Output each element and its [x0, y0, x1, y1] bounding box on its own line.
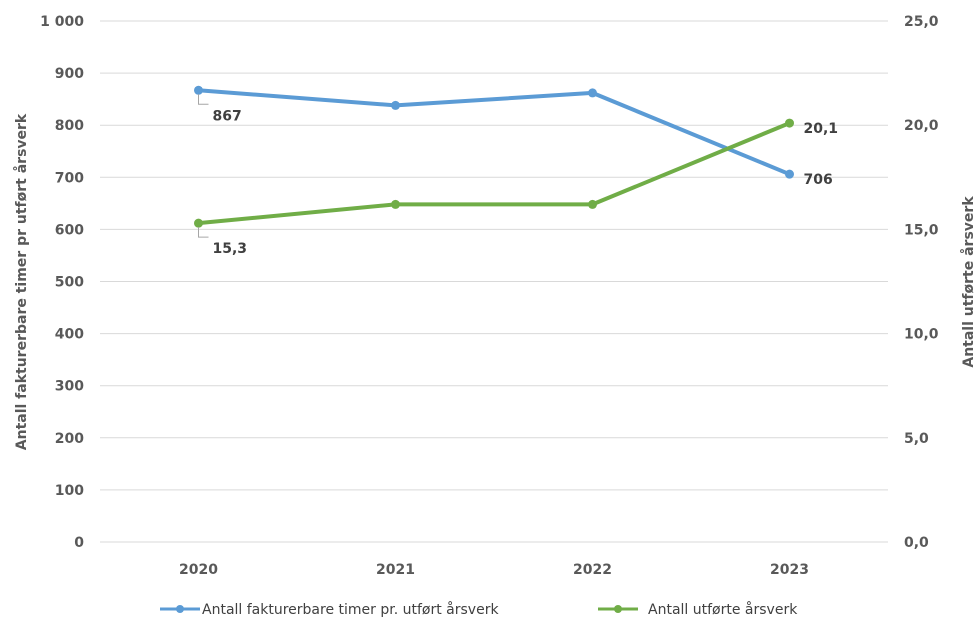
legend-marker-arsverk — [614, 605, 622, 613]
left-axis-title: Antall fakturerbare timer pr utført årsv… — [13, 113, 30, 450]
gridlines — [100, 20, 888, 543]
series-1-point — [391, 199, 400, 209]
data-label-leader — [198, 94, 209, 105]
series-1-point — [785, 118, 794, 128]
left-tick-label: 600 — [55, 222, 84, 238]
right-axis-ticks: 0,0 5,0 10,0 15,0 20,0 25,0 — [904, 14, 939, 551]
x-tick-label: 2021 — [376, 562, 415, 578]
series-0-point — [194, 85, 203, 95]
legend-label-arsverk: Antall utførte årsverk — [648, 601, 798, 618]
data-label: 15,3 — [213, 241, 248, 257]
series-1-point — [194, 218, 203, 228]
series-0-point — [588, 88, 597, 98]
right-tick-label: 10,0 — [904, 327, 939, 343]
x-tick-label: 2022 — [573, 562, 612, 578]
left-tick-label: 400 — [55, 327, 84, 343]
left-tick-label: 0 — [74, 535, 84, 551]
left-tick-label: 700 — [55, 170, 84, 186]
left-tick-label: 1 000 — [40, 14, 84, 30]
series-1-point — [588, 199, 597, 209]
data-labels: 867 706 15,3 20,1 — [198, 94, 839, 257]
series-line-0 — [198, 88, 791, 177]
legend: Antall fakturerbare timer pr. utført års… — [160, 601, 798, 618]
right-tick-label: 15,0 — [904, 222, 939, 238]
series-layer — [194, 85, 794, 228]
x-tick-label: 2023 — [770, 562, 809, 578]
legend-marker-timer — [176, 605, 184, 613]
right-tick-label: 20,0 — [904, 118, 939, 134]
right-tick-label: 25,0 — [904, 14, 939, 30]
left-tick-label: 300 — [55, 379, 84, 395]
data-label: 706 — [804, 172, 833, 188]
series-0-point — [785, 169, 794, 179]
legend-label-timer: Antall fakturerbare timer pr. utført års… — [202, 601, 499, 618]
left-tick-label: 900 — [55, 66, 84, 82]
left-tick-label: 200 — [55, 431, 84, 447]
left-tick-label: 100 — [55, 483, 84, 499]
right-tick-label: 0,0 — [904, 535, 929, 551]
left-tick-label: 800 — [55, 118, 84, 134]
series-0-point — [391, 100, 400, 110]
x-tick-label: 2020 — [179, 562, 218, 578]
x-axis-ticks: 2020 2021 2022 2023 — [179, 562, 809, 578]
data-label-leader — [198, 227, 209, 238]
series-line-1 — [198, 121, 791, 226]
data-label: 20,1 — [804, 121, 839, 137]
right-axis-title: Antall utførte årsverk — [960, 196, 977, 368]
left-axis-ticks: 0 100 200 300 400 500 600 700 800 900 1 000 — [40, 14, 84, 551]
data-label: 867 — [213, 108, 242, 124]
left-tick-label: 500 — [55, 275, 84, 291]
right-tick-label: 5,0 — [904, 431, 929, 447]
